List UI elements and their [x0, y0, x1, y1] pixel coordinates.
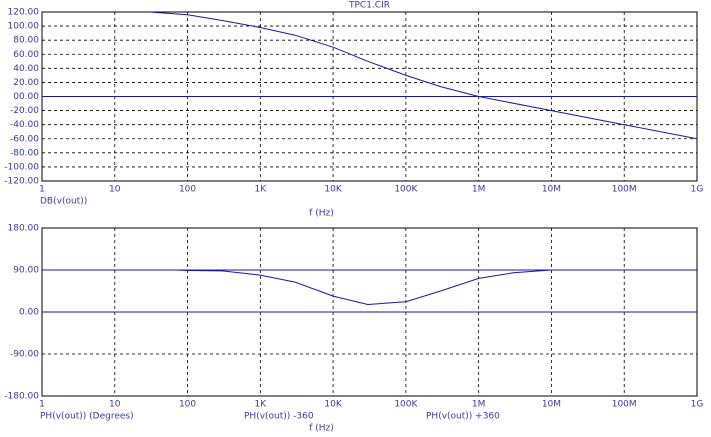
- y-tick-label: 0.00: [19, 308, 39, 318]
- y-tick-label: 90.00: [13, 266, 39, 276]
- legend-entry: PH(v(out)) -360: [244, 412, 314, 422]
- chart-title: TPC1.CIR: [348, 1, 390, 11]
- legend-entry: PH(v(out)) (Degrees): [40, 412, 134, 422]
- x-tick-label: 10M: [542, 400, 561, 410]
- y-tick-label: -20.00: [10, 106, 39, 116]
- y-tick-label: 180.00: [8, 224, 40, 234]
- y-tick-label: -120.00: [4, 177, 39, 187]
- x-tick-label: 100: [179, 185, 196, 195]
- x-tick-label: 10K: [324, 400, 342, 410]
- x-tick-label: 1: [39, 400, 45, 410]
- series-line: [176, 269, 552, 306]
- x-tick-label: 10K: [324, 185, 342, 195]
- y-tick-label: -100.00: [4, 162, 39, 172]
- x-tick-label: 10M: [542, 185, 561, 195]
- x-tick-label: 10: [109, 185, 121, 195]
- y-tick-label: 60.00: [13, 50, 39, 60]
- x-tick-label: 1M: [472, 400, 486, 410]
- x-tick-label: 10: [109, 400, 121, 410]
- x-tick-label: 1M: [472, 185, 486, 195]
- y-tick-label: 80.00: [13, 36, 39, 46]
- y-tick-label: -60.00: [10, 134, 39, 144]
- x-axis-label: f (Hz): [309, 424, 334, 434]
- legend-entry: DB(v(out)): [40, 197, 87, 207]
- x-tick-label: 100M: [612, 185, 637, 195]
- x-axis-label: f (Hz): [309, 209, 334, 219]
- x-tick-label: 100: [179, 400, 196, 410]
- y-tick-label: -80.00: [10, 148, 39, 158]
- y-tick-label: 20.00: [13, 78, 39, 88]
- x-tick-label: 1G: [691, 185, 704, 195]
- series-line: [149, 11, 698, 140]
- legend-entry: PH(v(out)) +360: [426, 412, 500, 422]
- x-tick-label: 100M: [612, 400, 637, 410]
- y-tick-label: -40.00: [10, 120, 39, 130]
- y-tick-label: 120.00: [8, 8, 40, 18]
- x-tick-label: 1K: [255, 400, 268, 410]
- x-tick-label: 1G: [691, 400, 704, 410]
- y-tick-label: 00.00: [13, 92, 39, 102]
- x-tick-label: 1: [39, 185, 45, 195]
- x-tick-label: 100K: [394, 185, 418, 195]
- y-tick-label: 100.00: [8, 22, 40, 32]
- y-tick-label: -90.00: [10, 350, 39, 360]
- y-tick-label: -180.00: [4, 392, 39, 402]
- y-tick-label: 40.00: [13, 64, 39, 74]
- x-tick-label: 100K: [394, 400, 418, 410]
- x-tick-label: 1K: [255, 185, 268, 195]
